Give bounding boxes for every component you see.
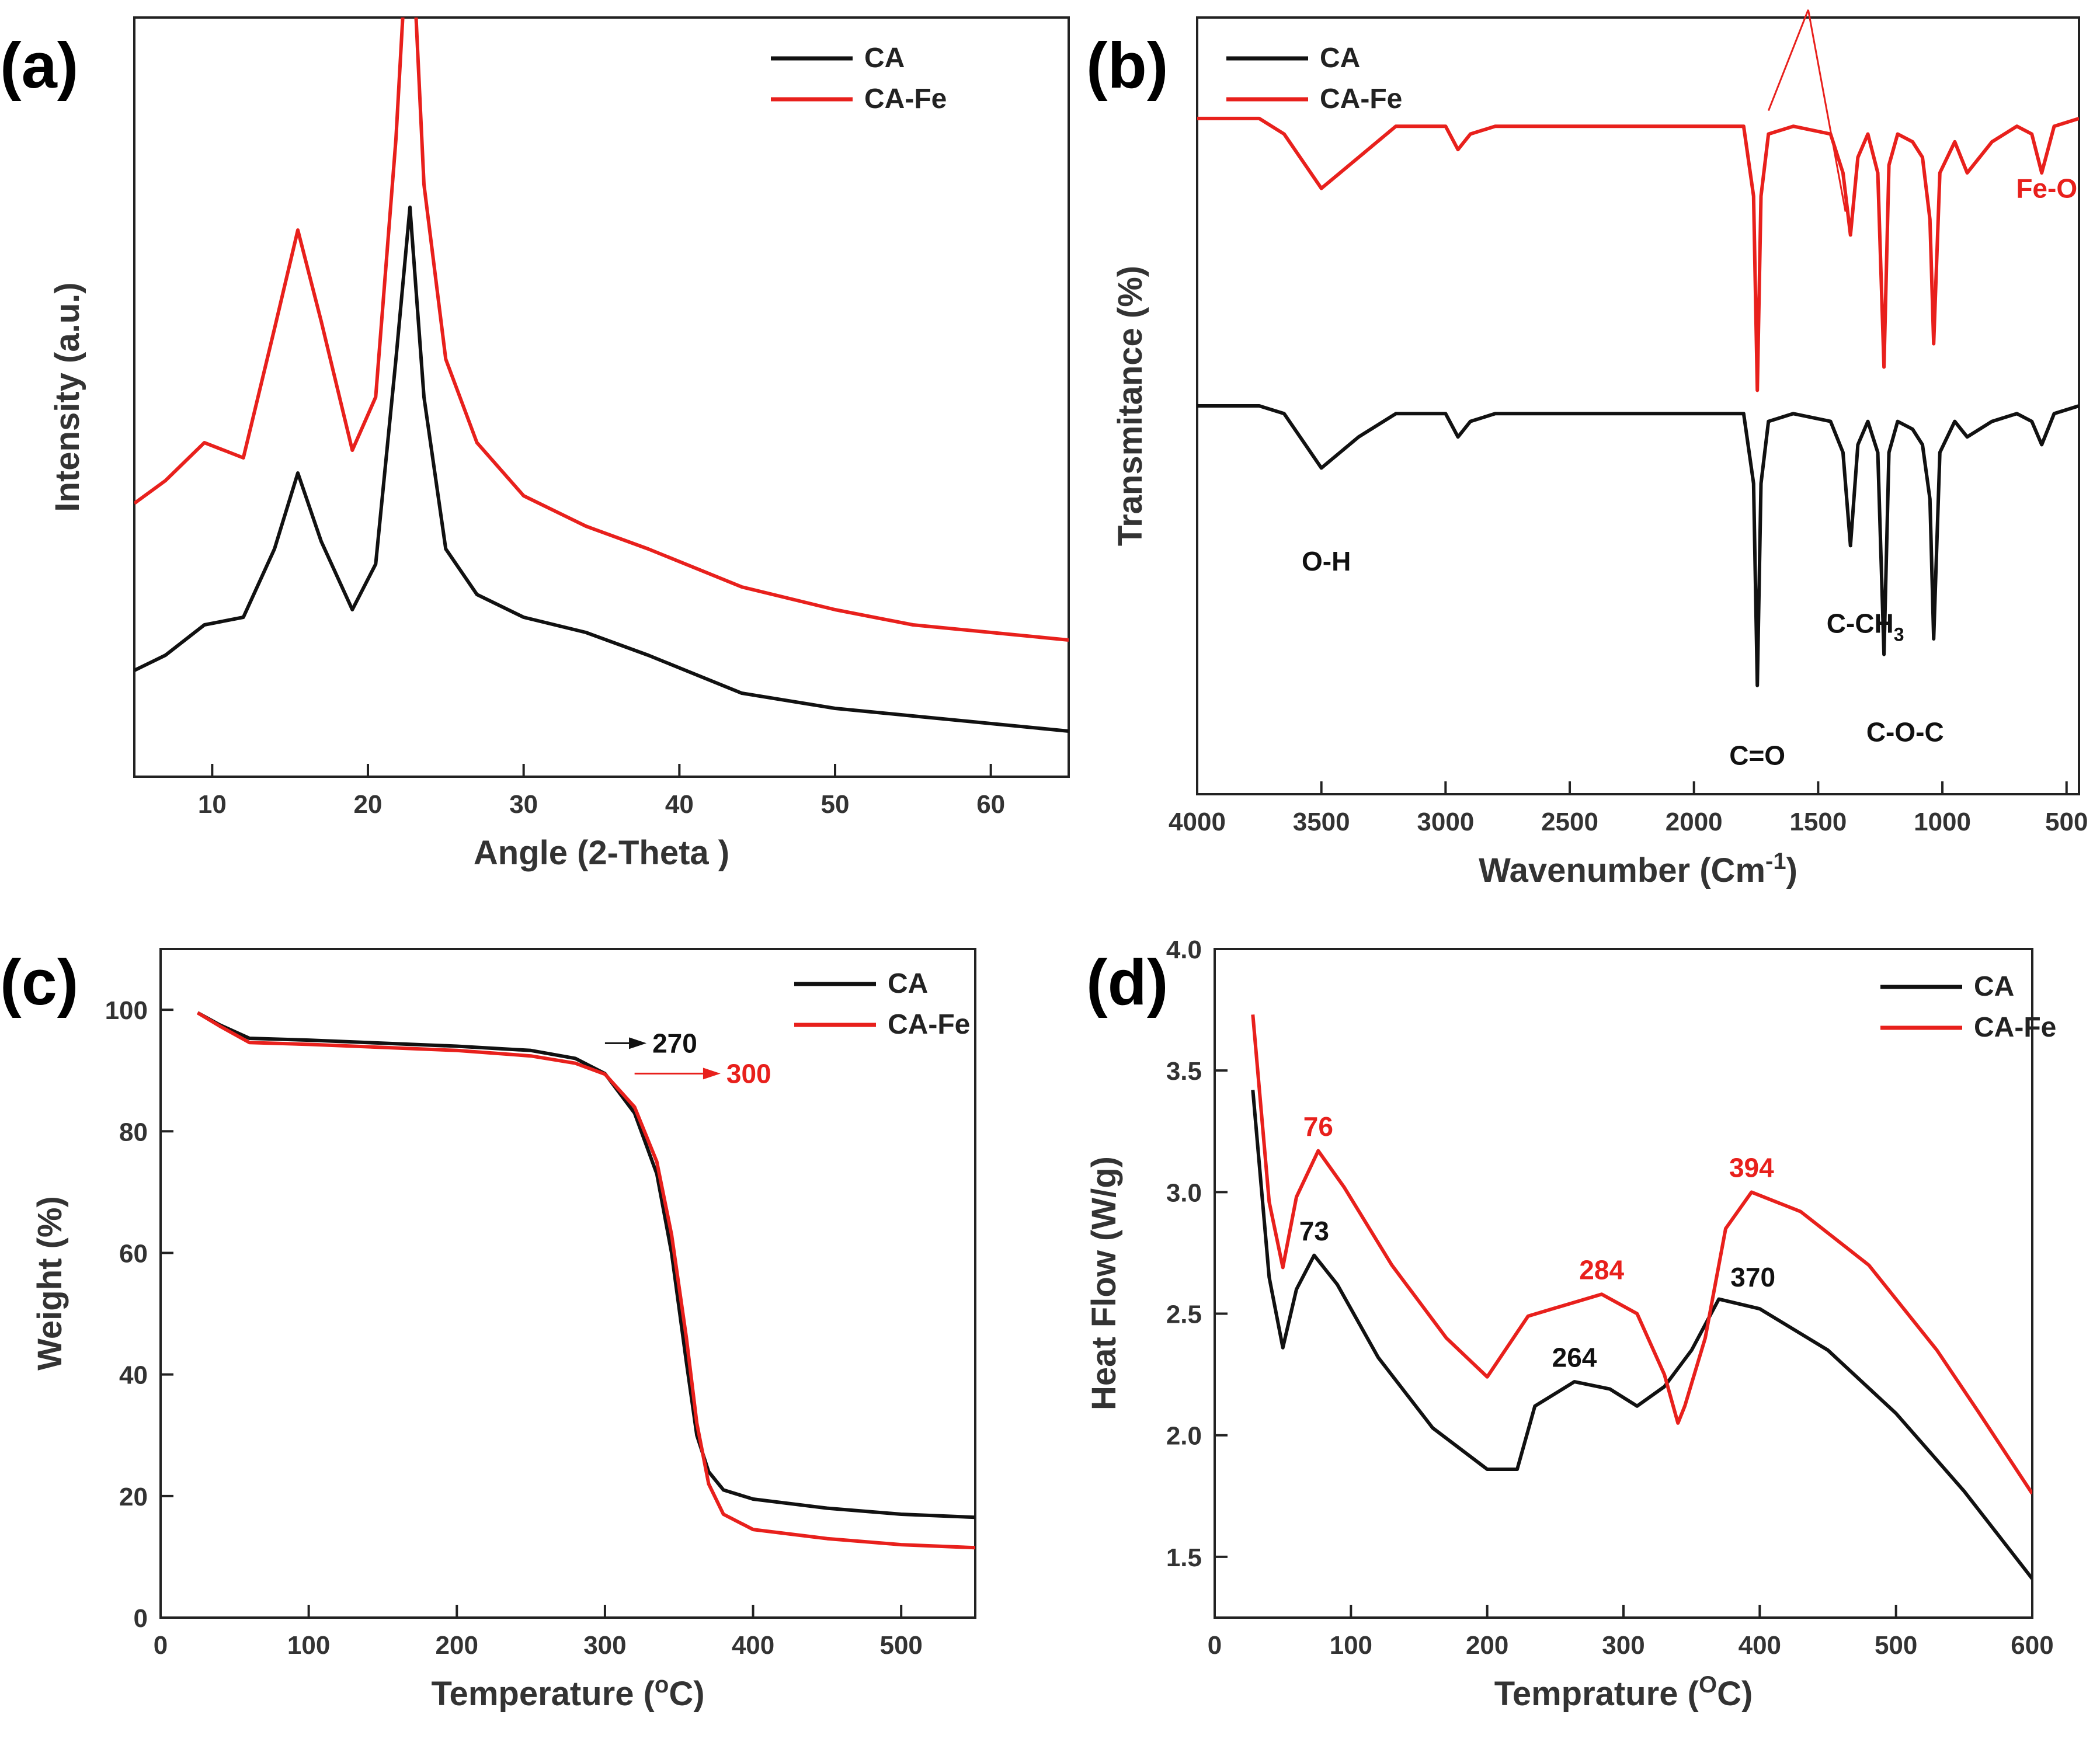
annotation-label: 370	[1730, 1262, 1775, 1292]
x-tick-label: 2500	[1541, 808, 1598, 836]
legend-label: CA-Fe	[864, 84, 947, 114]
x-tick-label: 3000	[1417, 808, 1474, 836]
series-line-ca	[134, 206, 1069, 733]
x-axis-title: Temperature (oC)	[431, 1672, 704, 1713]
y-tick-label: 3.0	[1166, 1178, 1202, 1207]
x-tick-label: 400	[732, 1631, 774, 1660]
annotation-label: C-O-C	[1866, 717, 1944, 747]
annotation-label: 300	[726, 1058, 771, 1089]
x-axis-title: Temprature (OC)	[1494, 1672, 1753, 1713]
annotation-label: 76	[1303, 1111, 1333, 1142]
legend-label: CA-Fe	[888, 1009, 970, 1040]
annotation-label: 264	[1552, 1342, 1597, 1372]
chart-panel-b: (b) 4000 3500 3000 2500 2000 1500 1000 500 Wavenu…	[1086, 0, 2088, 889]
x-tick-label: 2000	[1666, 808, 1723, 836]
x-tick-label: 200	[1466, 1631, 1508, 1660]
annotation-label: Fe-O	[2016, 173, 2077, 204]
y-tick-label: 0	[134, 1604, 148, 1633]
annotation-label: 73	[1299, 1216, 1329, 1246]
x-tick-label: 500	[879, 1631, 922, 1660]
legend-label: CA	[1320, 43, 1360, 74]
legend-label: CA	[864, 43, 905, 74]
legend-label: CA-Fe	[1320, 84, 1402, 114]
x-axis-title: Wavenumber (Cm-1)	[1479, 849, 1797, 889]
arrow-head-icon	[703, 1068, 721, 1080]
x-tick-label: 60	[976, 790, 1005, 819]
y-tick-label: 40	[119, 1361, 148, 1390]
series-line-ca	[1197, 404, 2079, 687]
x-tick-label: 0	[154, 1631, 168, 1660]
x-tick-label: 500	[2045, 808, 2088, 836]
x-tick-label: 10	[198, 790, 227, 819]
series-line-ca-fe	[1197, 116, 2079, 392]
x-tick-label: 4000	[1169, 808, 1226, 836]
x-tick-label: 400	[1739, 1631, 1781, 1660]
y-tick-label: 4.0	[1166, 936, 1202, 964]
legend-label: CA	[888, 968, 928, 999]
y-tick-label: 80	[119, 1118, 148, 1146]
x-tick-label: 200	[436, 1631, 478, 1660]
legend-label: CA-Fe	[1974, 1012, 2056, 1043]
y-axis-title: Intensity (a.u.)	[48, 282, 86, 512]
x-tick-label: 30	[509, 790, 538, 819]
x-tick-label: 20	[354, 790, 383, 819]
annotation-label: 270	[652, 1028, 697, 1058]
x-tick-label: 40	[665, 790, 694, 819]
y-tick-label: 20	[119, 1483, 148, 1511]
panel-label: (d)	[1086, 947, 1168, 1018]
y-tick-label: 100	[105, 996, 148, 1025]
annotation-label: COO-Fe	[1757, 0, 1859, 2]
y-axis-title: Transmitance (%)	[1111, 266, 1149, 546]
x-tick-label: 300	[1602, 1631, 1644, 1660]
series-line-ca	[1251, 1090, 2032, 1580]
x-tick-label: 0	[1208, 1631, 1222, 1660]
series-line-ca-fe	[134, 18, 1069, 642]
series-line-ca-fe	[196, 1011, 975, 1550]
x-tick-label: 100	[1330, 1631, 1372, 1660]
y-tick-label: 2.5	[1166, 1301, 1202, 1329]
plot-frame	[159, 948, 976, 1619]
panel-label: (a)	[0, 30, 78, 102]
series-line-ca	[196, 1011, 975, 1520]
annotation-arrow	[1807, 9, 1847, 212]
legend-label: CA	[1974, 971, 2014, 1002]
y-tick-label: 2.0	[1166, 1422, 1202, 1451]
x-tick-label: 600	[2011, 1631, 2053, 1660]
annotation-label: C=O	[1729, 740, 1785, 771]
panel-label: (b)	[1086, 30, 1168, 102]
x-tick-label: 1000	[1914, 808, 1971, 836]
annotation-label: 394	[1729, 1153, 1774, 1183]
x-tick-label: 50	[821, 790, 850, 819]
plot-frame	[1196, 16, 2080, 795]
y-axis-title: Weight (%)	[31, 1196, 69, 1371]
y-tick-label: 60	[119, 1239, 148, 1268]
x-tick-label: 500	[1875, 1631, 1917, 1660]
chart-panel-c: (c) 0 100 200 300 400 500 0 20 40 60 80 100 Temperatu…	[0, 947, 976, 1713]
chart-panel-d: (d) 0 100 200 300 400 500 600 1.5 2.0 2.5 3.0 3.5 4.0…	[1085, 936, 2056, 1713]
annotation-arrow	[1767, 9, 1809, 112]
x-tick-label: 3500	[1293, 808, 1350, 836]
x-tick-label: 1500	[1789, 808, 1847, 836]
annotation-label: O-H	[1302, 546, 1351, 576]
y-tick-label: 3.5	[1166, 1057, 1202, 1086]
y-axis-title: Heat Flow (W/g)	[1085, 1156, 1123, 1410]
arrow-head-icon	[629, 1037, 647, 1049]
annotation-label: 284	[1579, 1255, 1624, 1285]
x-axis-title: Angle (2-Theta )	[474, 834, 729, 872]
chart-panel-a: (a) 10 20 30 40 50 60 Angle (2-Theta ) Intensity…	[0, 16, 1070, 872]
panel-label: (c)	[0, 947, 78, 1018]
annotation-label: C-CH3	[1827, 608, 1904, 645]
plot-frame	[133, 16, 1070, 778]
x-tick-label: 100	[287, 1631, 330, 1660]
x-tick-label: 300	[583, 1631, 626, 1660]
series-line-ca-fe	[1251, 1014, 2032, 1495]
y-tick-label: 1.5	[1166, 1543, 1202, 1572]
